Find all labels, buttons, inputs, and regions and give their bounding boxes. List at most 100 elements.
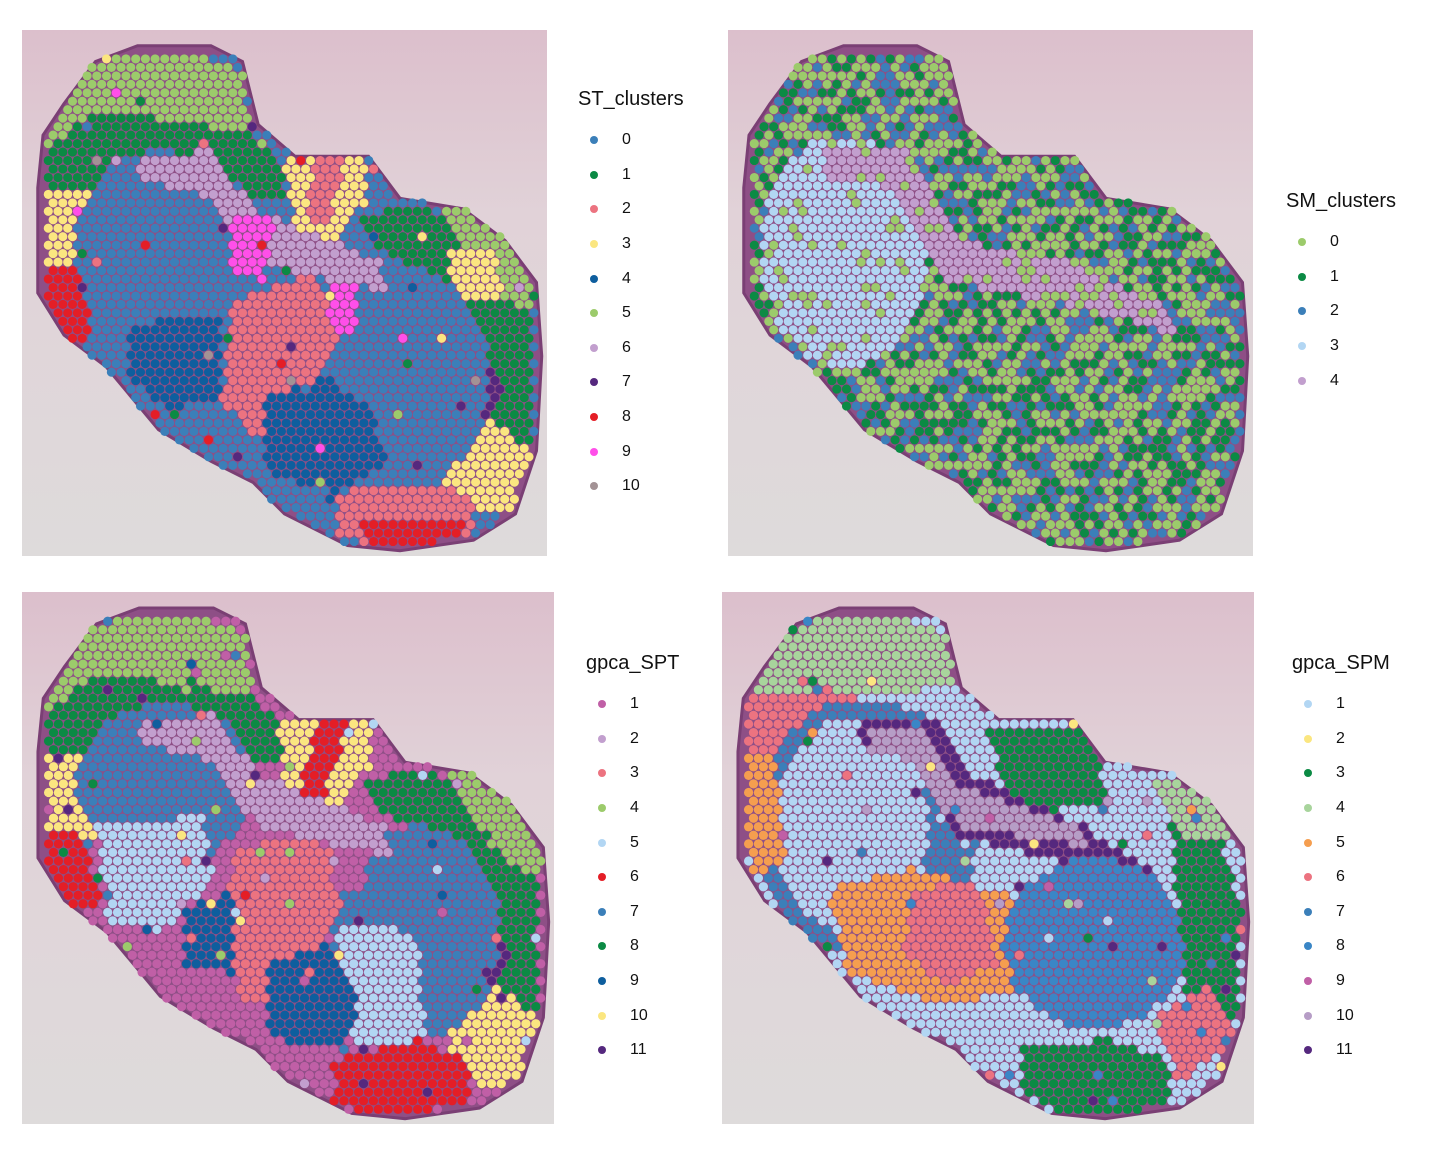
spot-point — [271, 164, 282, 174]
spot-point — [324, 796, 334, 806]
spot-point — [452, 830, 462, 840]
spot-point — [247, 189, 257, 199]
spot-point — [281, 249, 291, 259]
spot-point — [900, 266, 910, 276]
spot-point — [798, 206, 808, 216]
spot-point — [866, 122, 876, 132]
spot-point — [43, 206, 53, 216]
spot-point — [1196, 342, 1206, 352]
spot-point — [233, 266, 243, 276]
spot-point — [281, 418, 291, 428]
spot-point — [1123, 384, 1133, 394]
spot-point — [909, 282, 920, 293]
spot-point — [301, 316, 311, 326]
spot-point — [807, 291, 818, 301]
spot-point — [294, 762, 305, 772]
spot-point — [262, 435, 272, 445]
spot-point — [335, 528, 345, 538]
legend-item: 0 — [578, 123, 684, 158]
spot-point — [514, 435, 524, 445]
spot-point — [179, 325, 189, 335]
spot-point — [1089, 528, 1099, 538]
spot-point — [1065, 164, 1075, 174]
spot-point — [817, 54, 827, 64]
spot-point — [252, 181, 262, 191]
spot-point — [176, 693, 187, 703]
spot-point — [1084, 215, 1094, 225]
spot-point — [1036, 486, 1046, 496]
spot-point — [1079, 477, 1090, 487]
spot-point — [393, 409, 403, 420]
spot-point — [1021, 409, 1031, 420]
spot-point — [900, 62, 910, 72]
spot-point — [77, 181, 87, 191]
spot-point — [1079, 443, 1090, 453]
spot-point — [150, 359, 160, 369]
spot-point — [116, 164, 126, 174]
spot-point — [398, 350, 408, 360]
spot-point — [121, 257, 131, 267]
spot-point — [505, 350, 515, 360]
spot-point — [1026, 469, 1036, 479]
spot-point — [924, 409, 934, 420]
spot-point — [186, 813, 196, 823]
spot-point — [132, 633, 142, 644]
spot-point — [296, 240, 306, 250]
spot-point — [383, 291, 393, 301]
spot-point — [943, 122, 954, 132]
spot-point — [807, 223, 818, 233]
spot-point — [832, 367, 842, 377]
spot-point — [349, 181, 359, 191]
spot-point — [208, 426, 218, 436]
spot-point — [344, 409, 354, 420]
spot-point — [137, 847, 147, 858]
spot-point — [126, 232, 136, 242]
spot-point — [245, 796, 256, 806]
spot-point — [968, 486, 978, 496]
spot-point — [987, 147, 997, 157]
spot-point — [500, 342, 510, 352]
spot-point — [1094, 333, 1104, 343]
spot-point — [301, 266, 311, 276]
spot-point — [1007, 452, 1017, 462]
spot-point — [189, 105, 199, 115]
spot-point — [196, 727, 206, 738]
spot-point — [181, 702, 192, 712]
spot-point — [329, 822, 339, 832]
spot-point — [1002, 325, 1012, 335]
spot-point — [793, 79, 803, 89]
spot-point — [1138, 257, 1148, 267]
spot-point — [1079, 274, 1090, 284]
spot-point — [145, 282, 155, 293]
spot-point — [1109, 223, 1119, 233]
spot-point — [437, 367, 447, 377]
spot-point — [851, 198, 861, 208]
spot-point — [165, 130, 175, 140]
spot-point — [788, 274, 798, 284]
spot-point — [1031, 477, 1041, 487]
spot-point — [1133, 350, 1143, 360]
spot-point — [977, 401, 988, 411]
spot-point — [1225, 426, 1235, 436]
spot-point — [866, 206, 876, 216]
spot-point — [262, 350, 272, 360]
spot-point — [349, 299, 359, 309]
spot-point — [880, 333, 890, 343]
spot-point — [1196, 291, 1206, 301]
spot-point — [247, 206, 257, 216]
spot-point — [252, 299, 262, 309]
spot-point — [181, 616, 192, 626]
spot-point — [310, 249, 320, 259]
spot-point — [1167, 359, 1177, 369]
spot-point — [973, 172, 983, 183]
spot-point — [427, 299, 437, 309]
spot-point — [837, 308, 847, 318]
spot-point — [103, 719, 113, 729]
spot-point — [943, 139, 954, 149]
spot-point — [189, 325, 199, 335]
spot-point — [127, 830, 137, 840]
spot-point — [344, 172, 354, 183]
spot-point — [1206, 393, 1216, 403]
spot-point — [1113, 367, 1124, 377]
spot-point — [1123, 198, 1133, 208]
